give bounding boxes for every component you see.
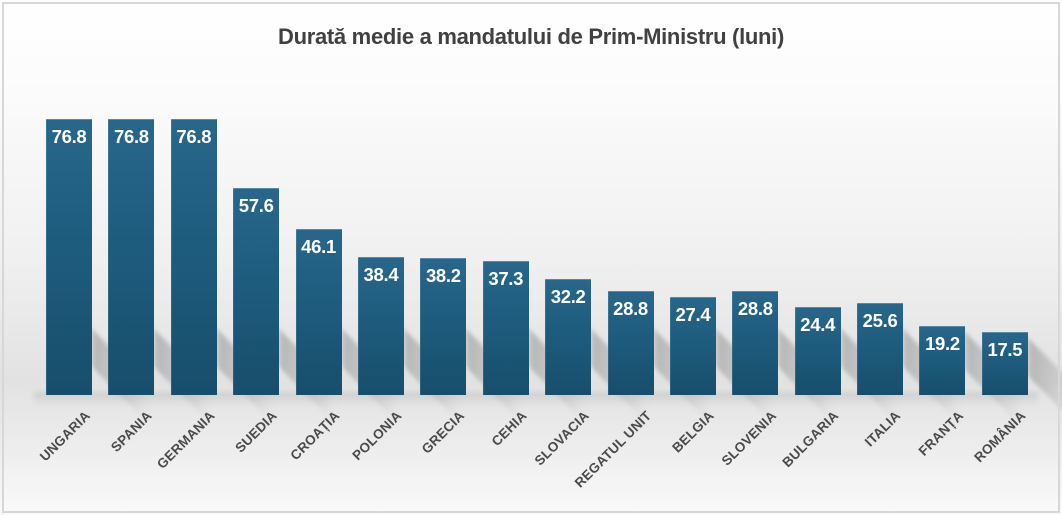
- category-label: CEHIA: [488, 408, 530, 450]
- bar-group: 76.8 SPANIA: [108, 119, 229, 455]
- bar-group: 38.4 POLONIA: [349, 257, 478, 463]
- bar: 57.6: [233, 188, 280, 395]
- bar-group: 46.1 CROAȚIA: [287, 229, 416, 463]
- bar: 19.2: [919, 326, 966, 395]
- bar-value-label: 76.8: [176, 126, 212, 147]
- bar: 38.4: [357, 257, 404, 395]
- bar: 46.1: [295, 229, 342, 395]
- bar: 76.8: [170, 119, 217, 395]
- bar-value-label: 28.8: [613, 298, 648, 319]
- category-label: UNGARIA: [36, 408, 93, 465]
- bar-value-label: 38.2: [425, 265, 461, 286]
- bar-value-label: 28.8: [737, 298, 773, 319]
- bar-value-label: 19.2: [925, 333, 960, 354]
- bar-group: 76.8 GERMANIA: [154, 119, 291, 472]
- category-label: GRECIA: [418, 408, 467, 457]
- bar-group: 32.2 SLOVACIA: [531, 279, 666, 468]
- bar: 17.5: [981, 332, 1028, 395]
- bar-value-label: 27.4: [675, 304, 711, 325]
- bar-value-label: 76.8: [51, 126, 87, 147]
- bar-group: 27.4 BELGIA: [669, 297, 790, 456]
- bar-group: 19.2 FRANȚA: [915, 326, 1040, 459]
- bar: 24.4: [794, 307, 841, 395]
- bar-group: 17.5 ROMÂNIA: [971, 332, 1062, 465]
- bar-value-label: 17.5: [987, 339, 1023, 360]
- bar-value-label: 46.1: [301, 236, 336, 257]
- bar-value-label: 32.2: [550, 286, 586, 307]
- bar-value-label: 38.4: [363, 264, 399, 285]
- bar: 32.2: [545, 279, 592, 395]
- bar-group: 28.8 REGATUL UNIT: [572, 291, 728, 490]
- bar-value-label: 24.4: [800, 314, 836, 335]
- plot-area: 76.8 UNGARIA 76.8 SPANIA 76.8 GERMANIA 57.6 SUE…: [36, 119, 1062, 490]
- bar: 28.8: [732, 291, 779, 395]
- bar-group: 28.8 SLOVENIA: [718, 291, 853, 469]
- category-label: ROMÂNIA: [971, 408, 1029, 466]
- bar: 38.2: [420, 258, 467, 395]
- category-label: CROAȚIA: [287, 408, 343, 464]
- bar-group: 38.2 GRECIA: [418, 258, 541, 457]
- bar-value-label: 25.6: [862, 310, 898, 331]
- category-label: FRANȚA: [915, 408, 967, 459]
- bar-group: 76.8 UNGARIA: [36, 119, 166, 464]
- chart-title: Durată medie a mandatului de Prim-Minist…: [277, 24, 785, 49]
- bar-group: 25.6 ITALIA: [857, 303, 978, 450]
- bar-value-label: 76.8: [113, 126, 149, 147]
- bar: 76.8: [46, 119, 92, 395]
- bar: 25.6: [857, 303, 904, 395]
- bar-group: 37.3 CEHIA: [482, 261, 603, 449]
- category-label: SUEDIA: [232, 408, 280, 456]
- category-label: SPANIA: [108, 408, 155, 455]
- bar-value-label: 57.6: [238, 195, 274, 216]
- category-label: ITALIA: [862, 408, 904, 450]
- floor-shadow: [34, 392, 1038, 406]
- category-label: SLOVACIA: [531, 408, 592, 469]
- bar-group: 57.6 SUEDIA: [232, 188, 354, 456]
- bar-group: 24.4 BULGARIA: [779, 307, 915, 470]
- category-label: BELGIA: [668, 408, 717, 456]
- bar-value-label: 37.3: [488, 268, 524, 289]
- bar: 28.8: [607, 291, 654, 395]
- bar: 37.3: [482, 261, 529, 395]
- category-label: POLONIA: [349, 408, 405, 464]
- bar: 27.4: [669, 297, 716, 395]
- bar: 76.8: [108, 119, 155, 395]
